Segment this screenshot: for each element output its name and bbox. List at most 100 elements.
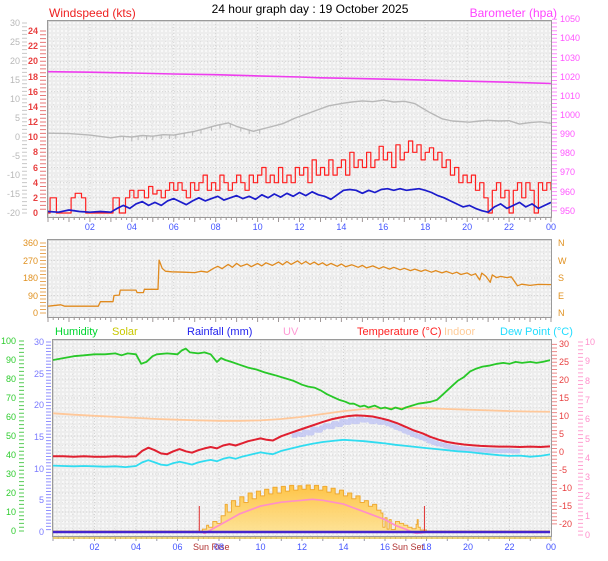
bottom-hour-label: 06 bbox=[172, 542, 183, 552]
top-hour-label: 08 bbox=[210, 222, 221, 232]
barometer-axis-label: 1040 bbox=[560, 33, 581, 44]
gray-axis-label: -20 bbox=[6, 208, 20, 218]
gray-axis-label: 10 bbox=[9, 94, 20, 104]
windspeed-axis-label: 24 bbox=[27, 26, 38, 36]
rain-axis-label: 15 bbox=[33, 432, 44, 442]
direction-axis-label: 0 bbox=[32, 308, 38, 318]
direction-axis-label: 180 bbox=[22, 273, 38, 283]
barometer-axis-label: 1030 bbox=[560, 52, 581, 63]
top-hour-label: 18 bbox=[420, 222, 431, 232]
temperature-axis-label: 25 bbox=[559, 357, 570, 368]
uv-axis-label: 7 bbox=[585, 394, 591, 405]
legend-item-humidity: Humidity bbox=[55, 326, 98, 338]
compass-label: N bbox=[558, 238, 565, 248]
temperature-axis-label: -10 bbox=[559, 482, 573, 493]
temperature-axis-label: -20 bbox=[559, 518, 573, 529]
gray-axis-label: 25 bbox=[9, 37, 20, 47]
rain-axis-label: 0 bbox=[38, 527, 44, 537]
humidity-axis-label: 100 bbox=[0, 336, 16, 346]
humidity-axis-label: 90 bbox=[5, 355, 16, 365]
temperature-axis-label: 20 bbox=[559, 375, 570, 386]
barometer-axis-label: 1010 bbox=[560, 90, 581, 101]
humidity-axis-label: 80 bbox=[5, 374, 16, 384]
humidity-axis-label: 60 bbox=[5, 412, 16, 422]
rain-axis-label: 10 bbox=[33, 463, 44, 474]
compass-label: S bbox=[558, 273, 565, 283]
legend-item-rainfall-mm: Rainfall (mm) bbox=[187, 326, 253, 338]
windspeed-axis-label: 18 bbox=[27, 71, 38, 82]
gray-axis-label: -15 bbox=[6, 189, 20, 199]
gray-axis-label: 5 bbox=[14, 113, 20, 123]
direction-axis-label: 360 bbox=[22, 238, 38, 248]
sun-set-label: Sun Set bbox=[392, 542, 425, 552]
rain-axis-label: 30 bbox=[33, 337, 44, 347]
humidity-axis-label: 30 bbox=[5, 469, 16, 479]
sun-rise-label: Sun Rise bbox=[193, 542, 230, 552]
uv-axis-label: 9 bbox=[585, 356, 591, 367]
top-hour-label: 16 bbox=[378, 222, 389, 232]
rain-axis-label: 20 bbox=[33, 400, 44, 411]
bottom-hour-label: 20 bbox=[462, 542, 473, 552]
top-hour-label: 00 bbox=[545, 222, 556, 232]
bottom-hour-label: 02 bbox=[89, 542, 100, 552]
barometer-axis-title: Barometer (hpa) bbox=[469, 6, 557, 20]
climate-panel bbox=[52, 339, 552, 537]
windspeed-axis-label: 8 bbox=[32, 147, 38, 158]
barometer-axis-label: 960 bbox=[560, 186, 576, 197]
windspeed-axis-label: 0 bbox=[32, 208, 38, 218]
humidity-axis-label: 20 bbox=[5, 488, 16, 498]
direction-axis-label: 90 bbox=[27, 290, 38, 301]
uv-axis-label: 2 bbox=[585, 491, 591, 502]
compass-label: N bbox=[558, 308, 565, 318]
gray-axis-label: 30 bbox=[9, 18, 20, 28]
top-hour-label: 20 bbox=[462, 222, 473, 232]
wind-direction-panel bbox=[47, 239, 552, 318]
gray-axis-label: 15 bbox=[9, 75, 20, 85]
windspeed-barometer-panel bbox=[47, 20, 552, 218]
temperature-axis-label: 30 bbox=[559, 339, 570, 350]
gray-axis-label: -5 bbox=[11, 151, 20, 161]
windspeed-axis-label: 14 bbox=[27, 101, 38, 112]
uv-axis-label: 3 bbox=[585, 472, 591, 483]
barometer-axis-label: 1050 bbox=[560, 14, 581, 25]
windspeed-axis-label: 10 bbox=[27, 132, 38, 143]
bottom-hour-label: 14 bbox=[338, 542, 349, 552]
top-hour-label: 22 bbox=[504, 222, 515, 232]
barometer-axis-label: 970 bbox=[560, 167, 576, 178]
windspeed-axis-title: Windspeed (kts) bbox=[49, 6, 136, 20]
page-title: 24 hour graph day : 19 October 2025 bbox=[211, 2, 409, 16]
uv-axis-label: 8 bbox=[585, 375, 591, 386]
barometer-axis-label: 1020 bbox=[560, 71, 581, 82]
top-hour-label: 14 bbox=[336, 222, 347, 232]
temperature-axis-label: 10 bbox=[559, 411, 570, 422]
legend-item-dew-point-c: Dew Point (°C) bbox=[500, 326, 573, 338]
temperature-axis-label: 15 bbox=[559, 393, 570, 404]
top-hour-label: 02 bbox=[84, 222, 95, 232]
barometer-axis-label: 990 bbox=[560, 129, 576, 140]
compass-label: W bbox=[558, 255, 567, 266]
top-hour-label: 06 bbox=[168, 222, 179, 232]
temperature-axis-label: 5 bbox=[559, 429, 565, 440]
rain-axis-label: 5 bbox=[38, 495, 44, 506]
temperature-axis-label: -5 bbox=[559, 464, 568, 475]
humidity-axis-label: 40 bbox=[5, 450, 16, 460]
uv-axis-label: 5 bbox=[585, 433, 591, 444]
bottom-hour-label: 10 bbox=[255, 542, 266, 552]
top-hour-label: 04 bbox=[126, 222, 137, 232]
bottom-hour-label: 04 bbox=[130, 542, 141, 552]
barometer-axis-label: 950 bbox=[560, 205, 576, 216]
top-hour-label: 12 bbox=[294, 222, 305, 232]
compass-label: E bbox=[558, 290, 565, 301]
gray-axis-label: 20 bbox=[9, 56, 20, 66]
top-hour-label: 10 bbox=[252, 222, 263, 232]
direction-axis-label: 270 bbox=[22, 255, 38, 266]
uv-axis-label: 1 bbox=[585, 510, 591, 521]
uv-axis-label: 6 bbox=[585, 414, 591, 425]
uv-axis-label: 0 bbox=[585, 530, 591, 540]
barometer-axis-label: 980 bbox=[560, 148, 576, 159]
bottom-hour-label: 22 bbox=[504, 542, 515, 552]
bottom-hour-label: 12 bbox=[296, 542, 307, 552]
temperature-axis-label: 0 bbox=[559, 447, 565, 457]
humidity-axis-label: 10 bbox=[5, 507, 16, 517]
